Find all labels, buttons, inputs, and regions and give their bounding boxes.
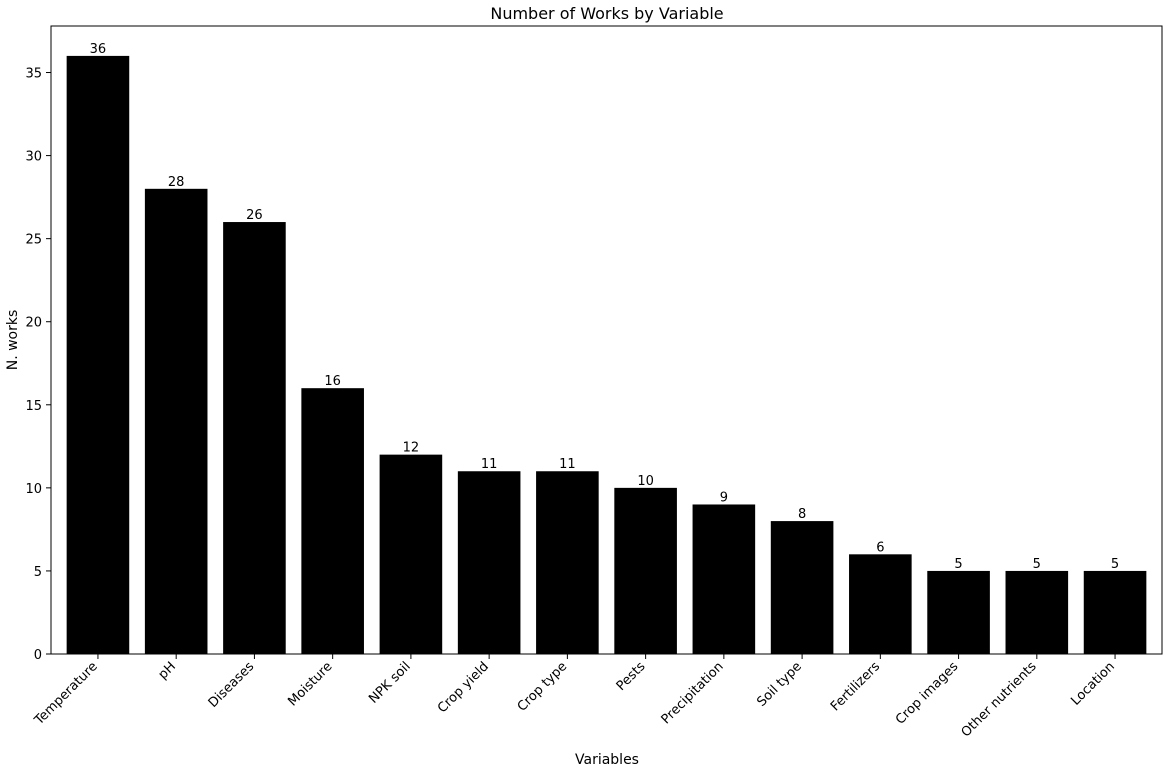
bar-value-label: 11 [481,457,498,472]
x-tick-label: Moisture [285,659,335,709]
y-tick-label: 20 [25,316,42,331]
bar-value-label: 16 [324,374,341,389]
y-tick-label: 10 [25,482,42,497]
bar [614,487,677,654]
chart-title: Number of Works by Variable [490,4,723,23]
bar [692,504,756,654]
y-tick-label: 30 [25,150,42,165]
bar [379,454,443,654]
x-tick-label: Precipitation [659,659,727,727]
x-axis-label: Variables [575,752,639,768]
bar-value-label: 10 [637,474,654,489]
x-tick-label: Location [1068,659,1117,708]
bar-value-label: 28 [168,175,185,190]
y-tick-label: 5 [34,565,42,580]
bar-value-label: 6 [876,540,884,555]
y-tick-label: 0 [34,648,42,663]
x-tick-label: Soil type [754,659,805,710]
bar [223,222,286,654]
bar-value-label: 5 [1111,557,1119,572]
y-axis-label: N. works [5,310,21,371]
bar [536,471,599,654]
bar-value-label: 26 [246,208,263,223]
bar [1083,570,1147,654]
bar [66,55,130,654]
x-tick-label: Crop images [893,659,962,728]
bar-value-label: 5 [954,557,962,572]
x-tick-label: Diseases [206,659,258,711]
x-tick-label: Crop type [515,659,571,715]
bar [457,471,521,654]
bar-value-label: 5 [1033,557,1041,572]
bar-value-label: 8 [798,507,806,522]
bar [1005,570,1069,654]
x-tick-label: Crop yield [435,659,492,716]
x-tick-label: NPK soil [366,659,413,706]
x-tick-label: Temperature [31,659,101,729]
bar-value-label: 11 [559,457,576,472]
bar [927,570,990,654]
plot-frame [50,25,1163,655]
bar [849,554,912,654]
y-tick-label: 25 [25,233,42,248]
bar-value-label: 9 [720,490,728,505]
x-tick-label: Pests [614,659,649,694]
x-tick-label: Fertilizers [828,659,883,714]
x-tick-label: Other nutrients [959,659,1040,740]
x-tick-label: pH [156,659,179,682]
bar [144,188,208,654]
bar [770,521,834,654]
y-tick-label: 35 [25,67,42,82]
bar-value-label: 36 [90,42,107,57]
bar [301,388,364,654]
y-tick-label: 15 [25,399,42,414]
plot-area: 0 5 10 15 20 25 30 35 36 Temperature 28 pH 26 Disease… [25,42,1147,740]
bar-value-label: 12 [403,441,420,456]
